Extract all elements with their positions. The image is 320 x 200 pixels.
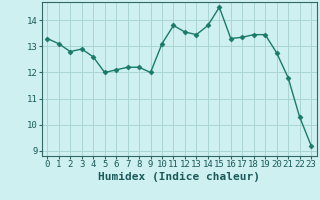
X-axis label: Humidex (Indice chaleur): Humidex (Indice chaleur) (98, 172, 260, 182)
